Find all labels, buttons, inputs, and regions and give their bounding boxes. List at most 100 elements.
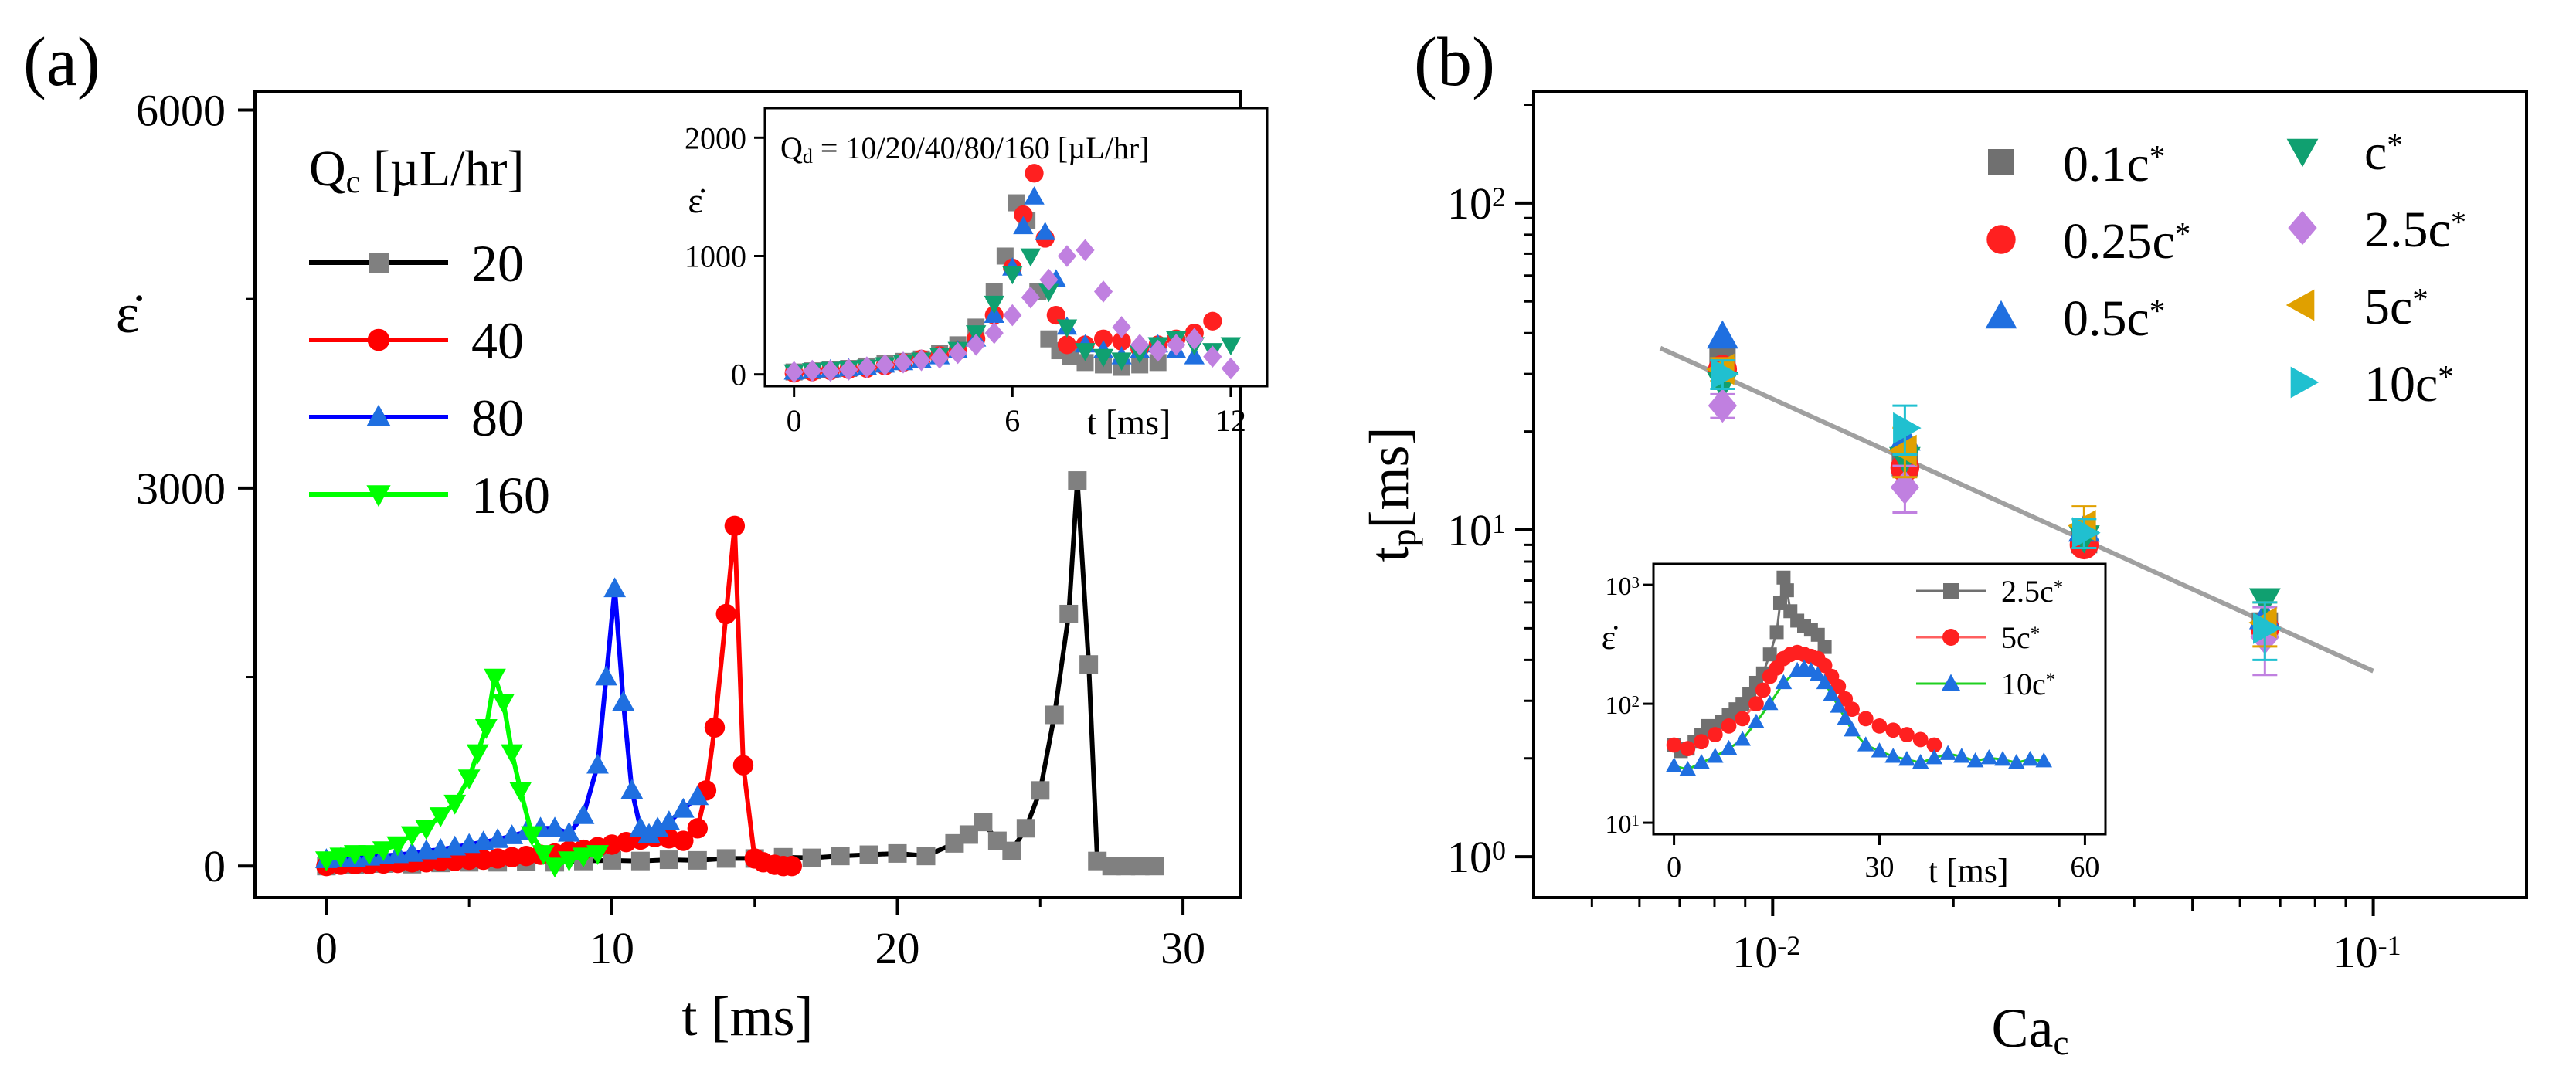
data-point-40: [673, 830, 694, 851]
y-axis-label: ε̇: [116, 283, 142, 345]
inset-point-purple: [1148, 339, 1167, 362]
data-point-160: [509, 782, 532, 803]
inset-point-green: [1111, 352, 1132, 372]
inset-point-2.5c*: [1810, 627, 1825, 642]
data-point-5c*: [1888, 434, 1917, 467]
data-point-160: [572, 847, 595, 868]
legend-label-5c*: 5c*: [2364, 279, 2428, 335]
inset-point-purple: [1184, 328, 1204, 351]
inset-point-5c*: [1926, 737, 1942, 753]
data-point-160: [429, 807, 452, 827]
legend-label-160: 160: [471, 466, 550, 524]
data-point-160: [521, 826, 543, 847]
inset-point-2.5c*: [1762, 647, 1777, 662]
inset-point-purple: [803, 359, 822, 382]
data-point-40: [781, 856, 802, 877]
data-point-20: [974, 813, 993, 832]
data-point-80: [558, 821, 580, 842]
data-point-2.5c*: [1708, 389, 1738, 423]
inset-point-purple: [1093, 280, 1113, 303]
inset-legend-marker-5c*: [1942, 629, 1959, 646]
inset-point-10c*: [1844, 721, 1861, 737]
inset-point-purple: [1021, 286, 1040, 309]
data-point-80: [572, 803, 595, 824]
inset-point-5c*: [1885, 722, 1901, 738]
inset-point-purple: [984, 321, 1004, 345]
inset-point-purple: [784, 361, 804, 383]
y-axis-label: tp[ms]: [1358, 427, 1423, 562]
inset-point-10c*: [1734, 731, 1752, 746]
inset-point-10c*: [1748, 713, 1765, 729]
data-point-160: [532, 845, 555, 865]
data-point-20: [1079, 655, 1099, 674]
data-point-10c*: [2072, 517, 2101, 549]
data-point-160: [457, 769, 481, 790]
data-point-80: [671, 797, 695, 818]
data-point-40: [687, 818, 709, 839]
inset-point-purple: [929, 346, 950, 369]
legend-marker-2.5c*: [2288, 210, 2317, 246]
data-point-20: [1031, 781, 1050, 800]
legend-label-80: 80: [471, 389, 524, 447]
inset-title: Qd = 10/20/40/80/160 [µL/hr]: [780, 131, 1149, 168]
data-point-10c*: [2253, 612, 2282, 644]
inset-point-10c*: [1720, 739, 1738, 755]
inset-point-5c*: [1912, 731, 1929, 748]
data-point-160: [329, 847, 352, 868]
x-tick-label: 10-1: [2333, 927, 2401, 977]
inset-point-5c*: [1871, 718, 1888, 734]
plot-b-frame: [1532, 90, 2528, 899]
inset-point-10c*: [1761, 694, 1779, 711]
inset-point-5c*: [1857, 711, 1874, 727]
inset-y-tick-label: 103: [1606, 572, 1640, 601]
y-tick-label: 0: [203, 841, 226, 891]
inset-point-10c*: [1884, 748, 1902, 763]
data-point-20: [1016, 819, 1035, 838]
data-point-160: [558, 851, 580, 872]
data-point-40: [704, 717, 726, 738]
inset-point-purple: [1003, 304, 1022, 327]
data-point-20: [716, 849, 736, 868]
inset-point-blue: [1035, 222, 1055, 240]
inset-x-tick-label: 30: [1865, 851, 1895, 884]
chart-b: 10-2 10-1 100 101 102 Cac tp[ms] 0.1c* 0.25c* 0.5…: [1358, 90, 2528, 1062]
legend-marker-5c*: [2285, 289, 2315, 321]
inset-point-green: [1220, 337, 1242, 356]
series-line-80: [326, 589, 699, 863]
legend-marker-160: [366, 485, 391, 507]
inset-point-5c*: [1844, 701, 1860, 718]
inset-x-axis-label: t [ms]: [1929, 852, 2009, 890]
inset-point-10c*: [1912, 754, 1929, 769]
inset-point-red: [1025, 164, 1044, 183]
y-tick-label: 100: [1447, 832, 1506, 882]
legend-label-0.25c*: 0.25c*: [2063, 213, 2190, 270]
inset-point-green: [984, 295, 1004, 314]
inset-point-5c*: [1816, 657, 1833, 674]
inset-point-10c*: [2021, 750, 2039, 766]
inset-point-gray: [1149, 354, 1167, 372]
data-point-160: [358, 845, 381, 865]
inset-point-10c*: [1994, 750, 2011, 766]
inset-point-purple: [1039, 268, 1059, 291]
inset-x-axis-label: t [ms]: [1087, 402, 1171, 442]
legend-label-0.1c*: 0.1c*: [2063, 136, 2165, 192]
inset-point-10c*: [2035, 752, 2053, 768]
data-point-20: [831, 847, 850, 866]
data-point-80: [620, 779, 644, 799]
inset-point-5c*: [1707, 727, 1723, 742]
inset-point-10c*: [1775, 674, 1793, 690]
inset-point-5c*: [1694, 734, 1709, 750]
inset-point-2.5c*: [1769, 625, 1784, 640]
data-point-20: [1145, 857, 1164, 876]
inset-point-10c*: [1898, 750, 1915, 766]
x-tick-label: 20: [875, 923, 920, 973]
inset-point-10c*: [1809, 666, 1827, 681]
inset-point-10c*: [1823, 685, 1840, 701]
data-point-80: [686, 785, 709, 806]
inset-point-10c*: [1837, 710, 1854, 725]
inset-point-red: [1112, 331, 1131, 351]
inset-point-10c*: [1953, 748, 1970, 763]
inset-point-5c*: [1748, 696, 1764, 711]
inset-point-purple: [875, 354, 895, 376]
inset-point-blue: [1024, 186, 1045, 205]
